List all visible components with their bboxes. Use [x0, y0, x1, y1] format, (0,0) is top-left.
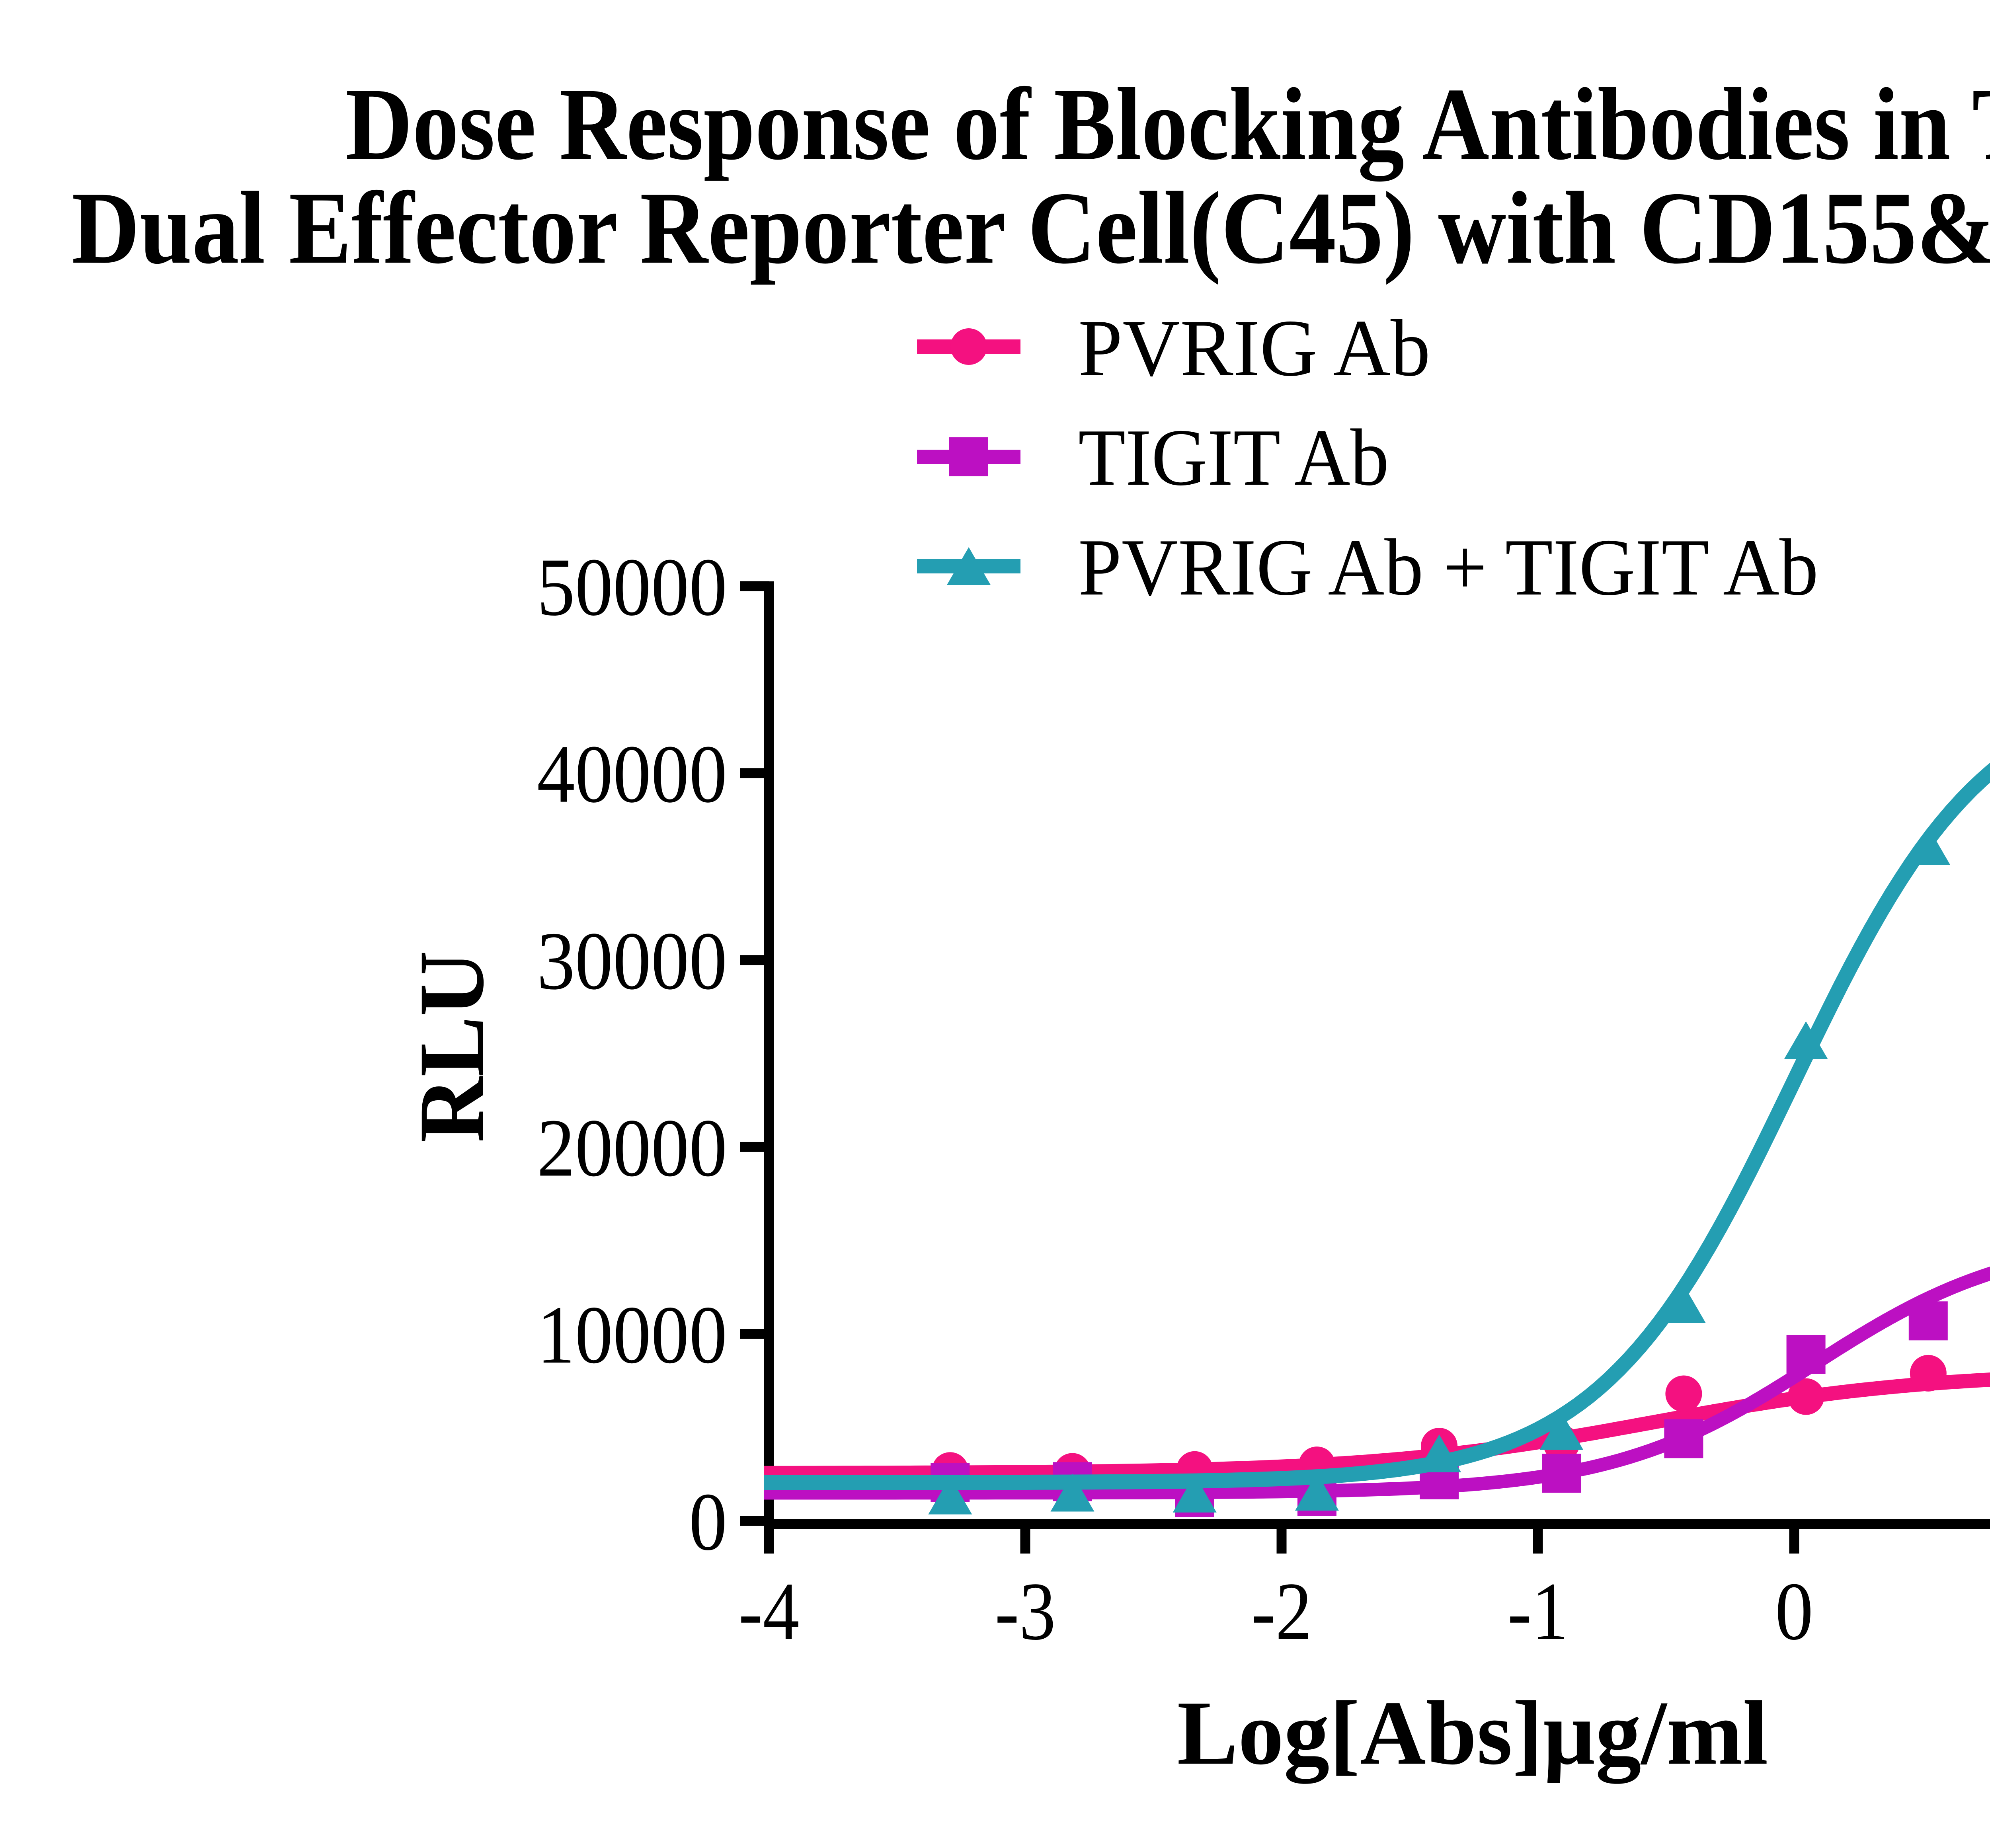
svg-text:-2: -2 [1251, 1565, 1312, 1657]
svg-text:Log[Abs]µg/ml: Log[Abs]µg/ml [1177, 1682, 1768, 1784]
svg-text:PVRIG Ab: PVRIG Ab [1078, 303, 1430, 393]
svg-text:20000: 20000 [537, 1102, 727, 1193]
svg-text:0: 0 [1775, 1565, 1813, 1657]
svg-text:Dual Effector Reporter Cell(C4: Dual Effector Reporter Cell(C45) with CD… [72, 171, 1990, 285]
svg-text:Dose Response of Blocking Anti: Dose Response of Blocking Antibodies in … [345, 67, 1990, 183]
svg-text:-1: -1 [1508, 1565, 1569, 1657]
svg-text:PVRIG Ab + TIGIT Ab: PVRIG Ab + TIGIT Ab [1078, 522, 1818, 612]
svg-text:40000: 40000 [537, 728, 727, 820]
svg-text:50000: 50000 [537, 541, 727, 633]
svg-text:10000: 10000 [537, 1289, 727, 1380]
svg-text:-3: -3 [995, 1565, 1056, 1657]
svg-text:RLU: RLU [400, 951, 503, 1142]
svg-text:-4: -4 [739, 1565, 800, 1657]
svg-text:TIGIT Ab: TIGIT Ab [1078, 413, 1389, 503]
svg-text:0: 0 [689, 1476, 727, 1567]
svg-text:30000: 30000 [537, 915, 727, 1007]
